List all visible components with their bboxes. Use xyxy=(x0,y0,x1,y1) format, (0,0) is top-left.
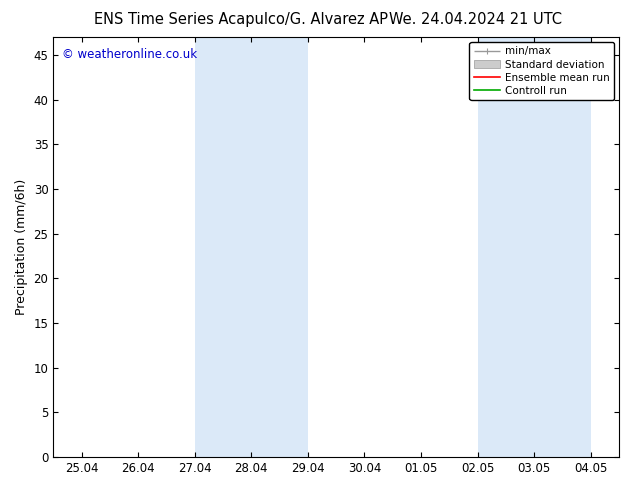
Bar xyxy=(195,37,308,457)
Text: We. 24.04.2024 21 UTC: We. 24.04.2024 21 UTC xyxy=(389,12,562,27)
Text: ENS Time Series Acapulco/G. Alvarez AP: ENS Time Series Acapulco/G. Alvarez AP xyxy=(94,12,388,27)
Text: © weatheronline.co.uk: © weatheronline.co.uk xyxy=(61,48,197,61)
Y-axis label: Precipitation (mm/6h): Precipitation (mm/6h) xyxy=(15,179,28,315)
Legend: min/max, Standard deviation, Ensemble mean run, Controll run: min/max, Standard deviation, Ensemble me… xyxy=(469,42,614,100)
Bar xyxy=(477,37,591,457)
